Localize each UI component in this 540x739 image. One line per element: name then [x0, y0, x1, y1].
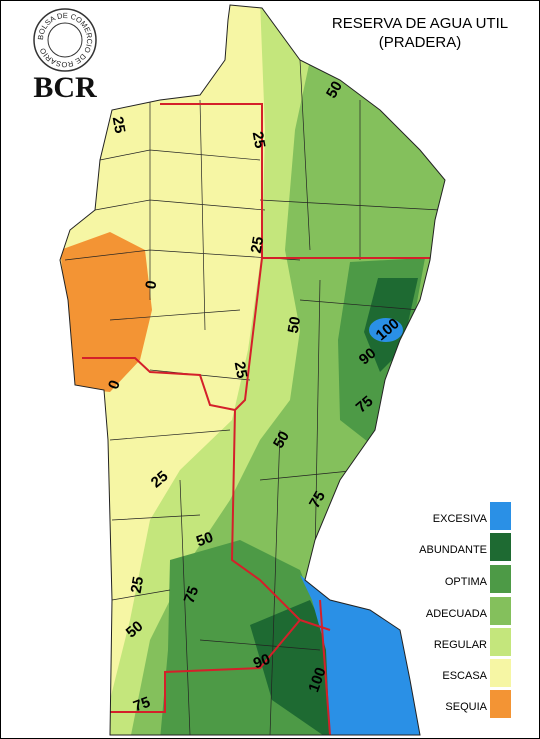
contour-label: 25	[248, 235, 268, 254]
logo-inner	[47, 22, 83, 58]
title-line1: RESERVA DE AGUA UTIL	[332, 15, 508, 32]
contour-label: 25	[249, 130, 269, 149]
legend-swatch	[490, 502, 511, 530]
logo-acronym: BCR	[33, 71, 97, 104]
contour-label: 75	[131, 694, 152, 716]
legend-label: ADECUADA	[426, 608, 488, 620]
contour-label: 75	[181, 584, 203, 605]
zone-sequia	[60, 232, 152, 392]
contour-label: 50	[323, 78, 346, 101]
title-line2: (PRADERA)	[379, 34, 462, 51]
legend-label: OPTIMA	[445, 576, 488, 588]
legend-swatch	[490, 690, 511, 718]
province-outline	[59, 4, 446, 736]
contour-label: 25	[128, 575, 148, 594]
contour-label: 25	[231, 360, 251, 379]
contour-label: 50	[285, 315, 305, 334]
zone-excesiva	[300, 575, 422, 735]
boundary-lines	[82, 103, 430, 735]
legend-swatch	[490, 533, 511, 561]
contour-label: 50	[270, 428, 293, 451]
legend: EXCESIVA ABUNDANTE OPTIMA ADECUADA REGULAR ES…	[419, 502, 511, 718]
contour-label: 50	[194, 529, 215, 551]
contour-label: 0	[142, 279, 160, 290]
contour-label: 90	[251, 651, 272, 673]
legend-label: REGULAR	[434, 639, 487, 651]
legend-label: ABUNDANTE	[419, 544, 487, 556]
legend-swatch	[490, 597, 511, 625]
legend-swatch	[490, 659, 511, 687]
zone-excesiva	[369, 318, 403, 342]
zone-abundante	[250, 600, 330, 735]
legend-label: ESCASA	[442, 670, 487, 682]
legend-label: SEQUIA	[445, 701, 487, 713]
logo-ring	[33, 8, 97, 72]
legend-swatch	[490, 628, 511, 656]
contour-label: 25	[109, 115, 129, 134]
legend-label: EXCESIVA	[433, 513, 488, 525]
legend-swatch	[490, 565, 511, 593]
contour-label: 75	[306, 488, 329, 511]
